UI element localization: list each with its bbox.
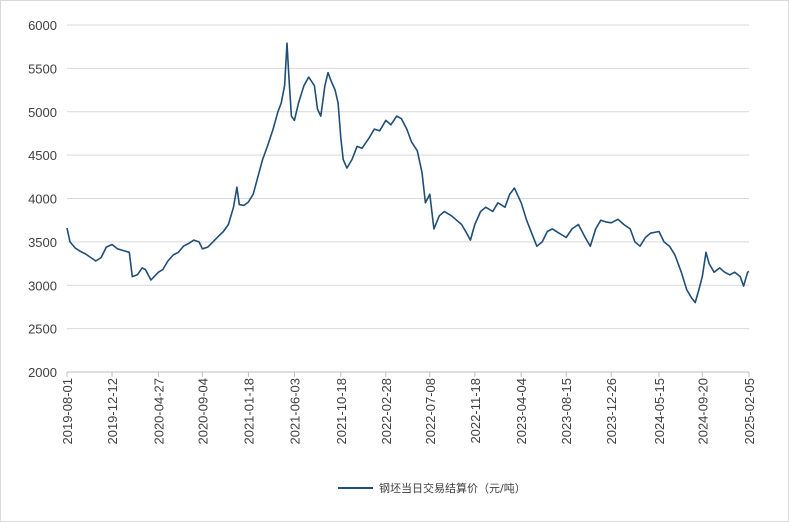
x-tick-label: 2022-02-28 [379, 378, 394, 445]
x-tick-label: 2025-02-05 [742, 378, 757, 445]
y-tick-label: 3000 [28, 278, 57, 293]
grid-lines [67, 24, 749, 330]
x-tick-label: 2024-09-20 [695, 378, 710, 445]
y-axis-tick-labels: 6000 5500 5000 4500 4000 3500 3000 2500 2000 [28, 18, 57, 380]
x-tick-label: 2024-05-15 [652, 378, 667, 445]
x-axis-tick-labels: 2019-08-01 2019-12-12 2020-04-27 2020-09-04… [60, 378, 757, 445]
x-tick-label: 2022-11-18 [468, 378, 483, 444]
x-tick-label: 2021-10-18 [334, 378, 349, 445]
legend-label: 钢坯当日交易结算价（元/吨） [379, 481, 526, 495]
x-axis [66, 371, 750, 377]
x-tick-label: 2023-04-04 [514, 378, 529, 445]
x-tick-label: 2021-01-18 [241, 378, 256, 445]
x-tick-label: 2019-08-01 [60, 378, 75, 445]
x-tick-label: 2022-07-08 [423, 378, 438, 445]
series-layer [66, 42, 750, 304]
legend: 钢坯当日交易结算价（元/吨） [338, 481, 526, 495]
y-tick-label: 3500 [28, 235, 57, 250]
y-tick-label: 5500 [28, 61, 57, 76]
y-tick-label: 4000 [28, 192, 57, 207]
y-tick-label: 2000 [28, 365, 57, 380]
x-tick-label: 2020-09-04 [195, 378, 210, 445]
y-tick-label: 5000 [28, 105, 57, 120]
x-tick-label: 2023-08-15 [559, 378, 574, 445]
x-tick-label: 2021-06-03 [287, 378, 302, 445]
y-tick-label: 4500 [28, 148, 57, 163]
x-tick-label: 2020-04-27 [151, 378, 166, 445]
series-line-0 [66, 42, 750, 304]
x-tick-label: 2023-12-26 [604, 378, 619, 445]
y-tick-label: 6000 [28, 18, 57, 33]
y-tick-label: 2500 [28, 322, 57, 337]
x-tick-label: 2019-12-12 [105, 378, 120, 445]
